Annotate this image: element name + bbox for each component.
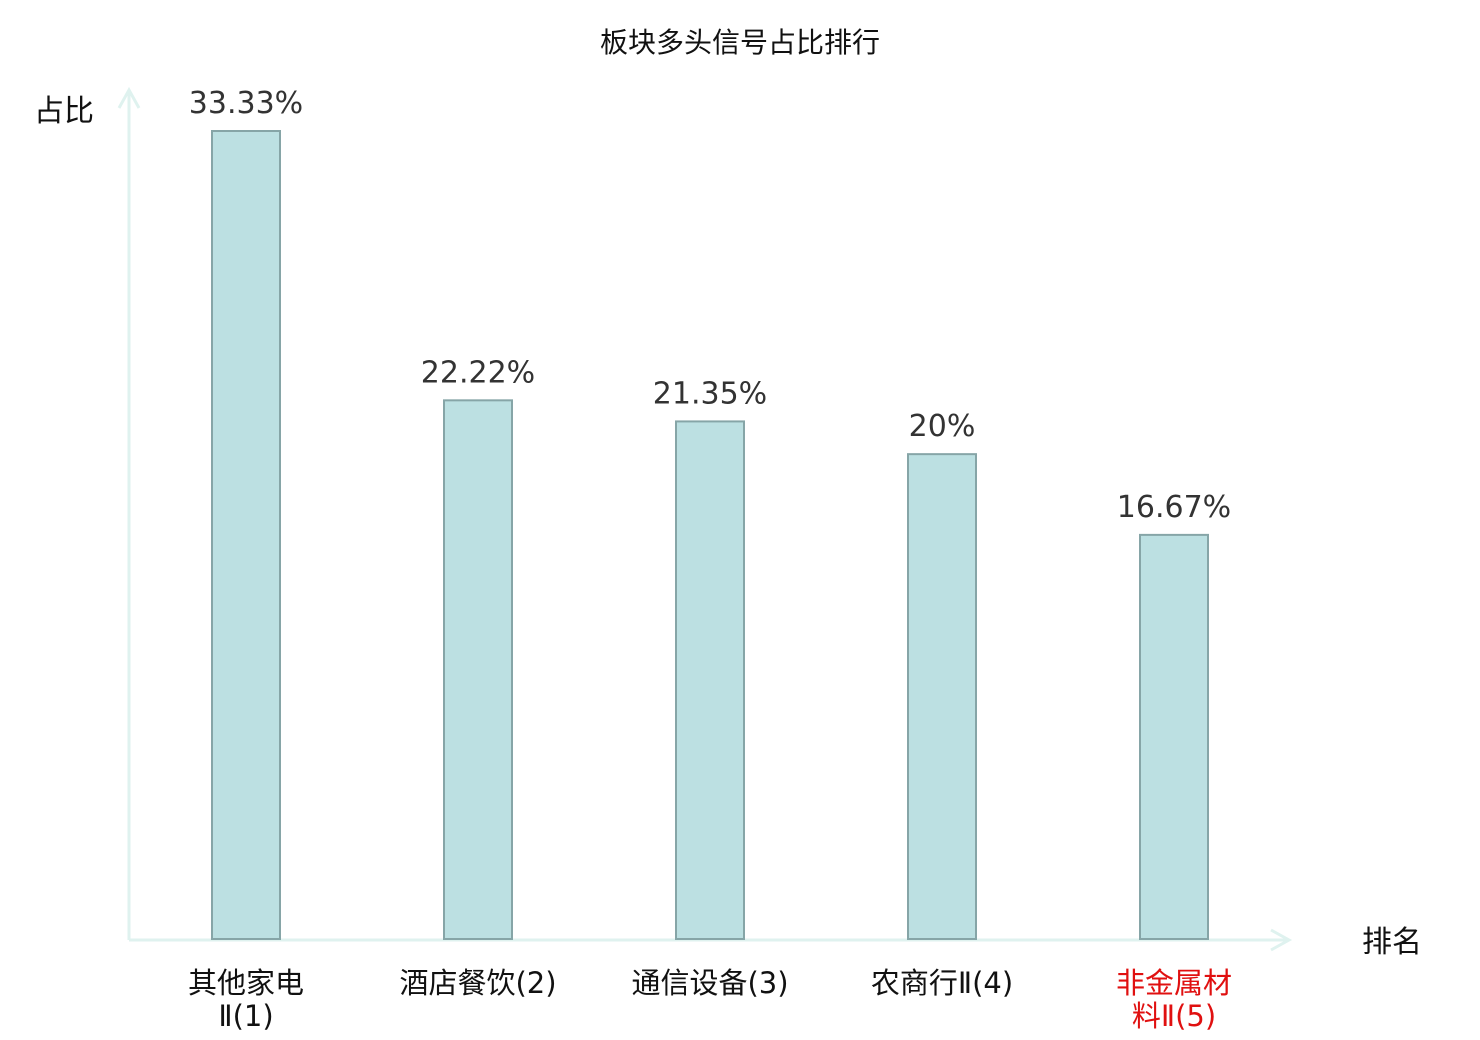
value-label-3: 21.35%: [653, 376, 767, 411]
bar-5: [1139, 533, 1209, 940]
category-label-line: 其他家电: [188, 966, 304, 1000]
category-label-3: 通信设备(3): [631, 966, 788, 1000]
category-label-line: 非金属材: [1116, 966, 1232, 1000]
bar-2: [443, 399, 513, 941]
category-labels: 其他家电 Ⅱ(1) 酒店餐饮(2) 通信设备(3) 农商行Ⅱ(4) 非金属材料Ⅱ(5): [188, 966, 1232, 1033]
chart-title: 板块多头信号占比排行: [600, 26, 880, 59]
category-label-5: 非金属材料Ⅱ(5): [1116, 966, 1232, 1033]
category-label-line: Ⅱ(1): [218, 999, 273, 1033]
category-label-line: 料Ⅱ(5): [1132, 999, 1216, 1033]
value-label-4: 20%: [909, 409, 976, 444]
x-axis-arrow: [1270, 928, 1293, 952]
category-label-line: 农商行Ⅱ(4): [871, 966, 1013, 1000]
bar-4: [907, 453, 977, 940]
category-label-1: 其他家电 Ⅱ(1): [188, 966, 304, 1033]
category-label-2: 酒店餐饮(2): [399, 966, 556, 1000]
category-label-4: 农商行Ⅱ(4): [871, 966, 1013, 1000]
bar-1: [211, 130, 281, 940]
value-label-2: 22.22%: [421, 355, 535, 390]
value-label-1: 33.33%: [189, 86, 303, 121]
y-axis-arrow: [117, 86, 141, 109]
bar-3: [675, 420, 745, 940]
bars: [211, 130, 1209, 941]
value-labels: 33.33% 22.22% 21.35% 20% 16.67%: [189, 86, 1231, 525]
category-label-line: 通信设备(3): [631, 966, 788, 1000]
x-axis-label: 排名: [1362, 925, 1422, 960]
y-axis-label: 占比: [34, 94, 94, 129]
value-label-5: 16.67%: [1117, 490, 1231, 525]
category-label-line: 酒店餐饮(2): [399, 966, 556, 1000]
